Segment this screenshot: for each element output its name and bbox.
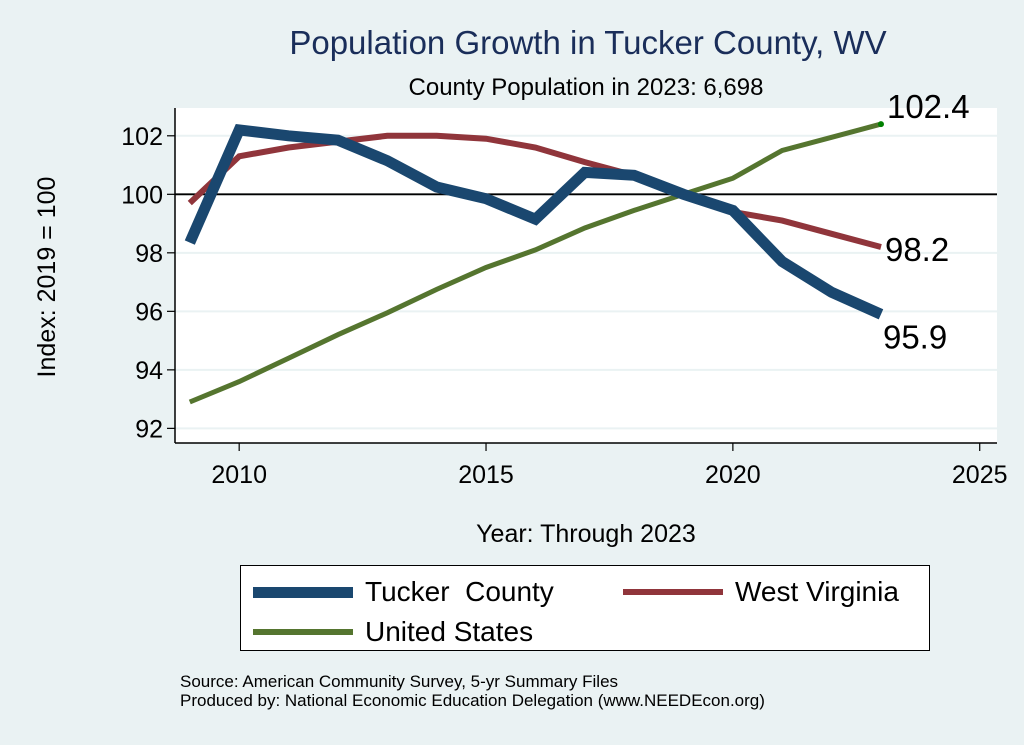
chart-title: Population Growth in Tucker County, WV <box>289 24 887 61</box>
end-marker-united-states <box>877 121 884 128</box>
y-tick-label: 96 <box>135 298 163 326</box>
end-label-tucker-county: 95.9 <box>883 318 947 355</box>
legend-label-wv: West Virginia <box>735 576 899 607</box>
legend-item-wv: West Virginia <box>623 576 899 608</box>
chart-subtitle: County Population in 2023: 6,698 <box>408 74 764 101</box>
legend-swatch-wv <box>623 589 723 595</box>
plot-area <box>175 108 997 443</box>
y-tick-label: 100 <box>121 181 163 209</box>
x-tick-label: 2025 <box>952 461 1008 489</box>
legend: Tucker County West Virginia United State… <box>240 565 930 651</box>
legend-item-tucker: Tucker County <box>253 576 554 608</box>
y-axis-label: Index: 2019 = 100 <box>33 177 61 378</box>
x-axis-label: Year: Through 2023 <box>476 520 696 548</box>
legend-label-us: United States <box>365 616 534 647</box>
y-tick-label: 98 <box>135 240 163 268</box>
source-note: Source: American Community Survey, 5-yr … <box>180 672 619 691</box>
producer-note: Produced by: National Economic Education… <box>180 691 765 710</box>
legend-swatch-us <box>253 629 353 635</box>
x-tick-label: 2020 <box>705 461 761 489</box>
y-tick-label: 92 <box>135 415 163 443</box>
end-label-united-states: 102.4 <box>887 88 970 125</box>
chart-notes: Source: American Community Survey, 5-yr … <box>180 672 765 710</box>
y-tick-label: 102 <box>121 123 163 151</box>
y-tick-label: 94 <box>135 357 163 385</box>
end-label-west-virginia: 98.2 <box>885 231 949 268</box>
x-tick-label: 2010 <box>211 461 267 489</box>
legend-item-us: United States <box>253 616 533 648</box>
x-tick-label: 2015 <box>458 461 514 489</box>
legend-swatch-tucker <box>253 586 353 598</box>
legend-label-tucker: Tucker County <box>365 576 554 607</box>
